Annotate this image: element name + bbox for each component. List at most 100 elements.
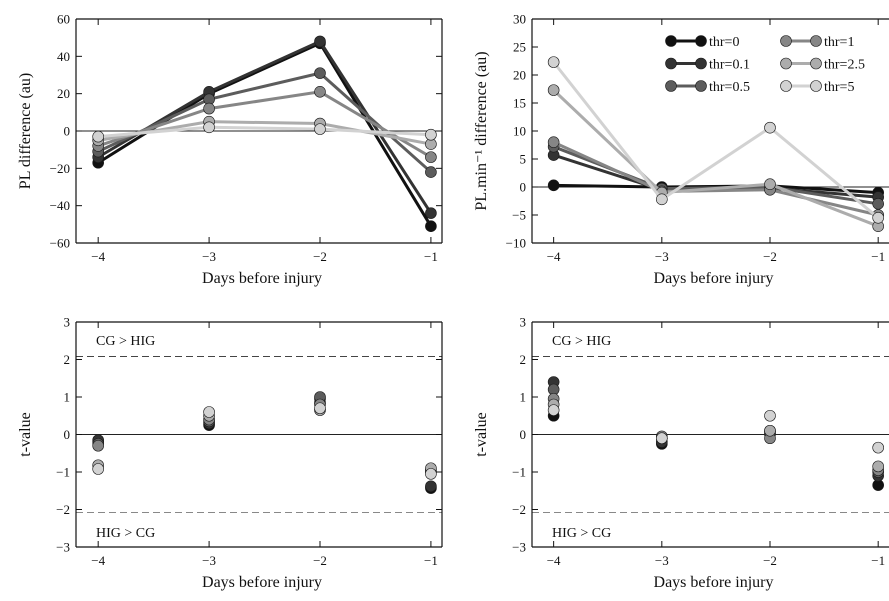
x-tick-label: −1: [424, 249, 438, 264]
x-tick-label: −3: [655, 553, 669, 568]
legend-label: thr=0: [709, 35, 739, 50]
legend-label: thr=0.5: [709, 80, 750, 95]
data-point: [314, 35, 326, 48]
y-tick-label: 3: [520, 315, 527, 330]
series-thr-5: [547, 404, 884, 454]
y-tick-label: 30: [513, 12, 526, 27]
series-line: [552, 89, 879, 228]
y-tick-label: 20: [57, 86, 70, 101]
series-thr-2-5: [547, 398, 884, 473]
legend-item: thr=0.1: [665, 57, 750, 73]
y-tick-label: 2: [64, 352, 71, 367]
annotation-cg-gt-hig: CG > HIG: [552, 334, 611, 349]
legend-marker: [665, 35, 677, 47]
y-tick-label: 20: [513, 68, 526, 83]
panel-bottom-right-t-values: CG > HIG HIG > CG −4 −3 −2 −1 −3 −2 −1 0 1 2 3 Days b…: [473, 315, 889, 591]
y-tick-label: −20: [50, 161, 70, 176]
series-thr-2-5: [547, 84, 884, 232]
y-tick-label: −1: [56, 465, 70, 480]
series-line: [97, 90, 432, 159]
x-axis-label: Days before injury: [202, 270, 322, 287]
x-tick-label: −2: [313, 249, 327, 264]
y-tick-label: 5: [520, 152, 527, 167]
series-thr-2-5: [92, 404, 437, 475]
x-axis-label: Days before injury: [654, 574, 774, 591]
data-point: [872, 212, 884, 224]
x-tick-label: −2: [763, 249, 777, 264]
data-point: [764, 409, 776, 422]
series-thr-5: [92, 121, 437, 143]
y-tick-label: −40: [50, 198, 70, 213]
y-axis-label: t-value: [17, 412, 34, 456]
series-thr-1: [92, 398, 437, 476]
legend-marker: [810, 57, 822, 70]
x-tick-label: −2: [313, 553, 327, 568]
legend-marker: [665, 57, 677, 70]
legend-marker: [695, 80, 707, 92]
legend-marker: [810, 80, 822, 92]
data-point: [764, 178, 776, 190]
series-thr-0-1: [92, 393, 437, 493]
x-tick-label: −1: [871, 553, 885, 568]
series-thr-0: [92, 396, 437, 494]
y-tick-label: 10: [513, 124, 526, 139]
y-tick-label: 2: [520, 352, 527, 367]
legend: thr=0 thr=0.1 thr=0.5 thr=1 thr=2.5 thr=5: [665, 35, 865, 95]
legend-marker: [810, 35, 822, 47]
data-point: [425, 480, 437, 493]
y-tick-label: −5: [512, 208, 526, 223]
x-tick-label: −4: [547, 553, 561, 568]
series-thr-0-1: [547, 149, 884, 203]
data-point: [547, 136, 560, 148]
y-tick-label: −60: [50, 236, 70, 251]
data-point: [547, 56, 560, 68]
data-point: [203, 121, 215, 134]
x-tick-label: −3: [655, 249, 669, 264]
data-point: [872, 460, 884, 473]
series-line: [552, 61, 880, 219]
data-point: [314, 402, 326, 415]
data-point: [547, 84, 560, 96]
y-tick-label: 25: [513, 40, 526, 55]
y-tick-label: −2: [56, 502, 70, 517]
y-tick-label: −2: [512, 502, 526, 517]
y-tick-label: −10: [506, 236, 526, 251]
legend-label: thr=2.5: [824, 58, 865, 73]
legend-item: thr=0.5: [665, 80, 750, 95]
data-point: [656, 193, 668, 206]
x-tick-label: −2: [763, 553, 777, 568]
legend-item: thr=0: [665, 35, 739, 50]
data-point: [547, 404, 560, 416]
legend-marker: [695, 35, 707, 47]
y-tick-label: 3: [64, 315, 71, 330]
data-point: [425, 166, 437, 178]
data-point: [872, 441, 884, 454]
data-point: [656, 432, 668, 445]
data-point: [425, 220, 437, 232]
legend-label: thr=5: [824, 80, 854, 95]
y-tick-label: −3: [512, 540, 526, 555]
y-tick-label: 15: [513, 96, 526, 111]
y-tick-label: −1: [512, 465, 526, 480]
data-point: [425, 207, 437, 219]
annotation-hig-gt-cg: HIG > CG: [96, 526, 155, 541]
legend-item: thr=2.5: [780, 57, 865, 73]
x-axis-label: Days before injury: [654, 270, 774, 287]
data-point: [425, 468, 437, 480]
data-point: [425, 128, 437, 141]
data-point: [92, 439, 104, 452]
y-tick-label: 0: [520, 427, 527, 442]
y-tick-label: 0: [64, 427, 71, 442]
legend-item: thr=5: [780, 80, 854, 95]
y-axis-label: PL difference (au): [17, 73, 34, 189]
legend-label: thr=0.1: [709, 58, 750, 73]
legend-marker: [780, 80, 792, 92]
panel-top-left-pl-difference: −4 −3 −2 −1 −60 −40 −20 0 20 40 60 Days before inju…: [17, 12, 443, 287]
annotation-cg-gt-hig: CG > HIG: [96, 334, 155, 349]
legend-label: thr=1: [824, 35, 854, 50]
x-tick-label: −1: [424, 553, 438, 568]
data-point: [203, 102, 215, 115]
x-axis-label: Days before injury: [202, 574, 322, 591]
series-line: [98, 125, 431, 139]
